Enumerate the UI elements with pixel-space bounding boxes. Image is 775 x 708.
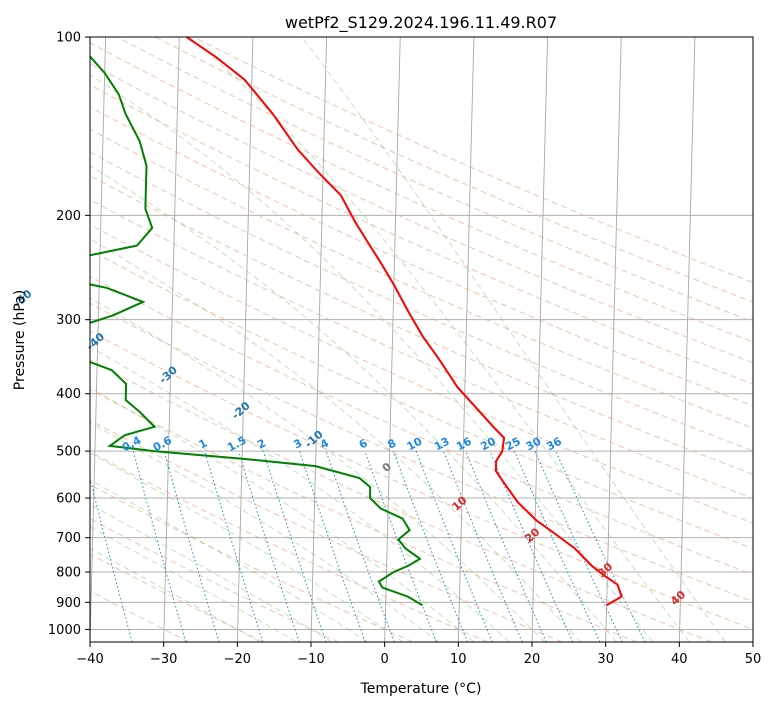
mixing-ratio-label: 30: [524, 435, 544, 454]
chart-title: wetPf2_S129.2024.196.11.49.R07: [285, 13, 557, 33]
dry-adiabat: [90, 106, 753, 407]
mixing-ratio-line: [204, 450, 264, 642]
dry-adiabat: [90, 359, 712, 642]
y-tick-label: 900: [56, 596, 81, 611]
y-tick-label: 800: [56, 566, 81, 581]
x-tick-label: 30: [597, 652, 614, 667]
moist-adiabat: [90, 74, 654, 642]
series-lines: [90, 37, 623, 607]
isotherm-30: [605, 37, 622, 642]
moist-adiabat: [90, 387, 475, 642]
moist-adiabat: [90, 297, 546, 642]
moist-adiabat: [90, 503, 333, 642]
isotherm--40: [90, 37, 107, 642]
x-tick-label: −20: [224, 652, 251, 667]
dry-adiabat: [90, 484, 414, 642]
x-tick-label: 0: [381, 652, 389, 667]
x-tick-label: −30: [150, 652, 177, 667]
mixing-ratio-label: 16: [454, 435, 474, 454]
mixing-ratio-label: 20: [478, 435, 498, 454]
mixing-ratio-label: 25: [503, 435, 523, 454]
dry-adiabat: [90, 42, 753, 343]
mixing-ratio-line: [262, 450, 327, 642]
mixing-ratio-line: [90, 475, 133, 642]
dry-adiabat: [90, 224, 753, 524]
moist-adiabat: [189, 37, 690, 642]
y-axis-label: Pressure (hPa): [12, 290, 28, 390]
dry-adiabat: [90, 590, 190, 642]
mixing-ratio-line: [299, 450, 366, 642]
y-tick-label: 300: [56, 313, 81, 328]
moist-adiabat: [90, 346, 510, 642]
y-tick-label: 1000: [48, 623, 81, 638]
dry-adiabat: [90, 389, 638, 642]
mixing-ratio-line: [238, 450, 300, 642]
x-tick-label: −40: [76, 652, 103, 667]
y-tick-label: 200: [56, 209, 81, 224]
plot-background: [90, 37, 753, 642]
mixing-ratio-line: [489, 450, 574, 642]
moist-adiabat: [301, 37, 726, 642]
background-lines: [36, 37, 753, 642]
mixing-ratio-label: 36: [544, 435, 564, 454]
dry-adiabat: [90, 451, 488, 642]
isotherm-20: [531, 37, 549, 642]
isotherm-40: [678, 37, 696, 642]
x-tick-label: 20: [524, 652, 541, 667]
dry-adiabat: [90, 302, 753, 603]
y-tick-label: 600: [56, 492, 81, 507]
x-axis: −40 −30 −20 −10 0 10 20 30 40 50: [76, 642, 761, 667]
mixing-ratio-label: 13: [432, 435, 452, 454]
y-tick-label: 400: [56, 387, 81, 402]
y-tick-label: 500: [56, 445, 81, 460]
plot-frame: [89, 36, 754, 643]
moist-adiabat: [90, 165, 618, 642]
moist-adiabat: [90, 526, 297, 642]
temperature-line: [186, 37, 623, 607]
isotherm-50: [752, 624, 753, 642]
mixing-ratio-line: [393, 450, 468, 642]
isotherm-0: [384, 37, 401, 642]
isotherm--20: [236, 37, 254, 642]
mixing-ratio-line: [465, 450, 547, 642]
mixing-ratio-line: [132, 450, 187, 642]
mixing-ratio-line: [163, 450, 220, 642]
dry-adiabat: [193, 37, 753, 283]
isotherm--30: [163, 37, 180, 642]
x-axis-label: Temperature (°C): [360, 681, 482, 697]
dry-adiabat: [90, 175, 753, 475]
dry-adiabat: [90, 199, 753, 499]
mixing-ratio-line: [36, 451, 81, 642]
y-axis: 1000 900 800 700 600 500 400 300 200 100: [48, 31, 90, 638]
mixing-ratio-label: 10: [405, 435, 425, 454]
moist-adiabat: [90, 422, 439, 642]
moist-adiabat: [90, 452, 404, 642]
y-tick-label: 100: [56, 31, 81, 46]
mixing-ratio-line: [364, 450, 437, 642]
x-tick-label: 40: [671, 652, 688, 667]
mixing-ratio-line: [325, 450, 395, 642]
mixing-ratio-line: [415, 450, 493, 642]
dry-adiabat: [90, 419, 563, 642]
dry-adiabat: [90, 553, 264, 642]
mixing-ratio-line: [443, 450, 523, 642]
x-tick-label: 10: [450, 652, 467, 667]
y-tick-label: 700: [56, 531, 81, 546]
isotherm-10: [457, 37, 475, 642]
dry-adiabat: [90, 275, 753, 576]
dewpoint-line: [90, 55, 423, 607]
x-tick-label: −10: [297, 652, 324, 667]
dry-adiabat: [90, 249, 753, 550]
x-tick-label: 50: [745, 652, 762, 667]
